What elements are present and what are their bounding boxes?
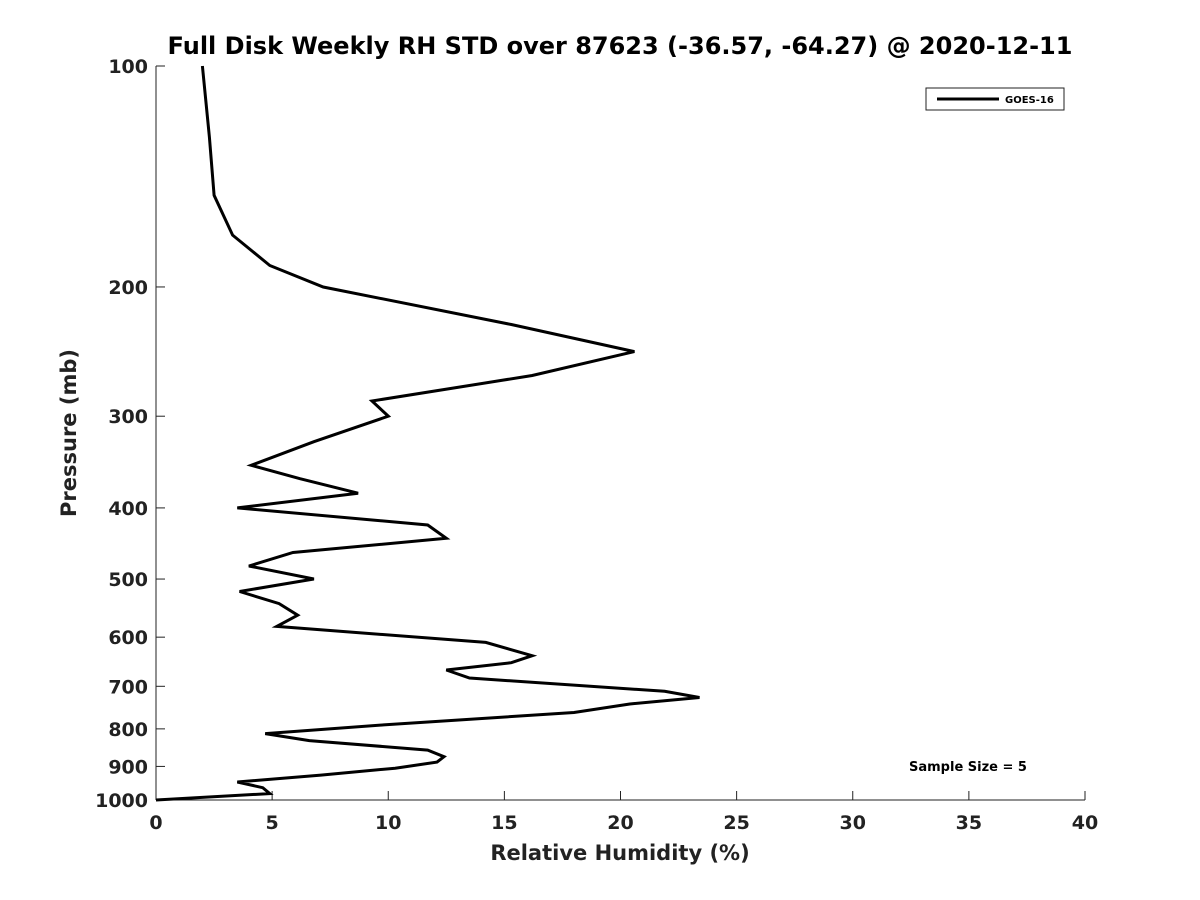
y-ticks: 100 200 300 400 500 600 700 800 900 1000 <box>95 56 165 812</box>
legend-label: GOES-16 <box>1005 95 1054 106</box>
x-tick-label: 40 <box>1072 812 1098 834</box>
legend: GOES-16 <box>925 87 1065 111</box>
x-tick-label: 10 <box>375 812 401 834</box>
y-tick-label: 500 <box>108 569 148 591</box>
x-tick-label: 0 <box>149 812 162 834</box>
x-tick-label: 25 <box>723 812 749 834</box>
y-tick-label: 900 <box>108 756 148 778</box>
x-tick-label: 30 <box>840 812 866 834</box>
y-tick-label: 200 <box>108 277 148 299</box>
x-tick-label: 5 <box>266 812 279 834</box>
series-line-goes-16 <box>155 65 700 802</box>
y-tick-label: 800 <box>108 719 148 741</box>
chart-title: Full Disk Weekly RH STD over 87623 (-36.… <box>168 32 1073 60</box>
y-tick-label: 100 <box>108 56 148 78</box>
y-tick-label: 600 <box>108 627 148 649</box>
x-axis-label: Relative Humidity (%) <box>490 841 749 865</box>
series-layer <box>155 65 700 802</box>
sample-size-note: Sample Size = 5 <box>909 760 1027 775</box>
x-tick-label: 15 <box>491 812 517 834</box>
y-tick-label: 300 <box>108 406 148 428</box>
x-ticks: 0 5 10 15 20 25 30 35 40 <box>149 791 1098 834</box>
y-tick-label: 400 <box>108 498 148 520</box>
y-tick-label: 1000 <box>95 790 148 812</box>
x-tick-label: 35 <box>956 812 982 834</box>
y-axis-label: Pressure (mb) <box>57 349 81 517</box>
y-tick-label: 700 <box>108 676 148 698</box>
x-tick-label: 20 <box>607 812 633 834</box>
